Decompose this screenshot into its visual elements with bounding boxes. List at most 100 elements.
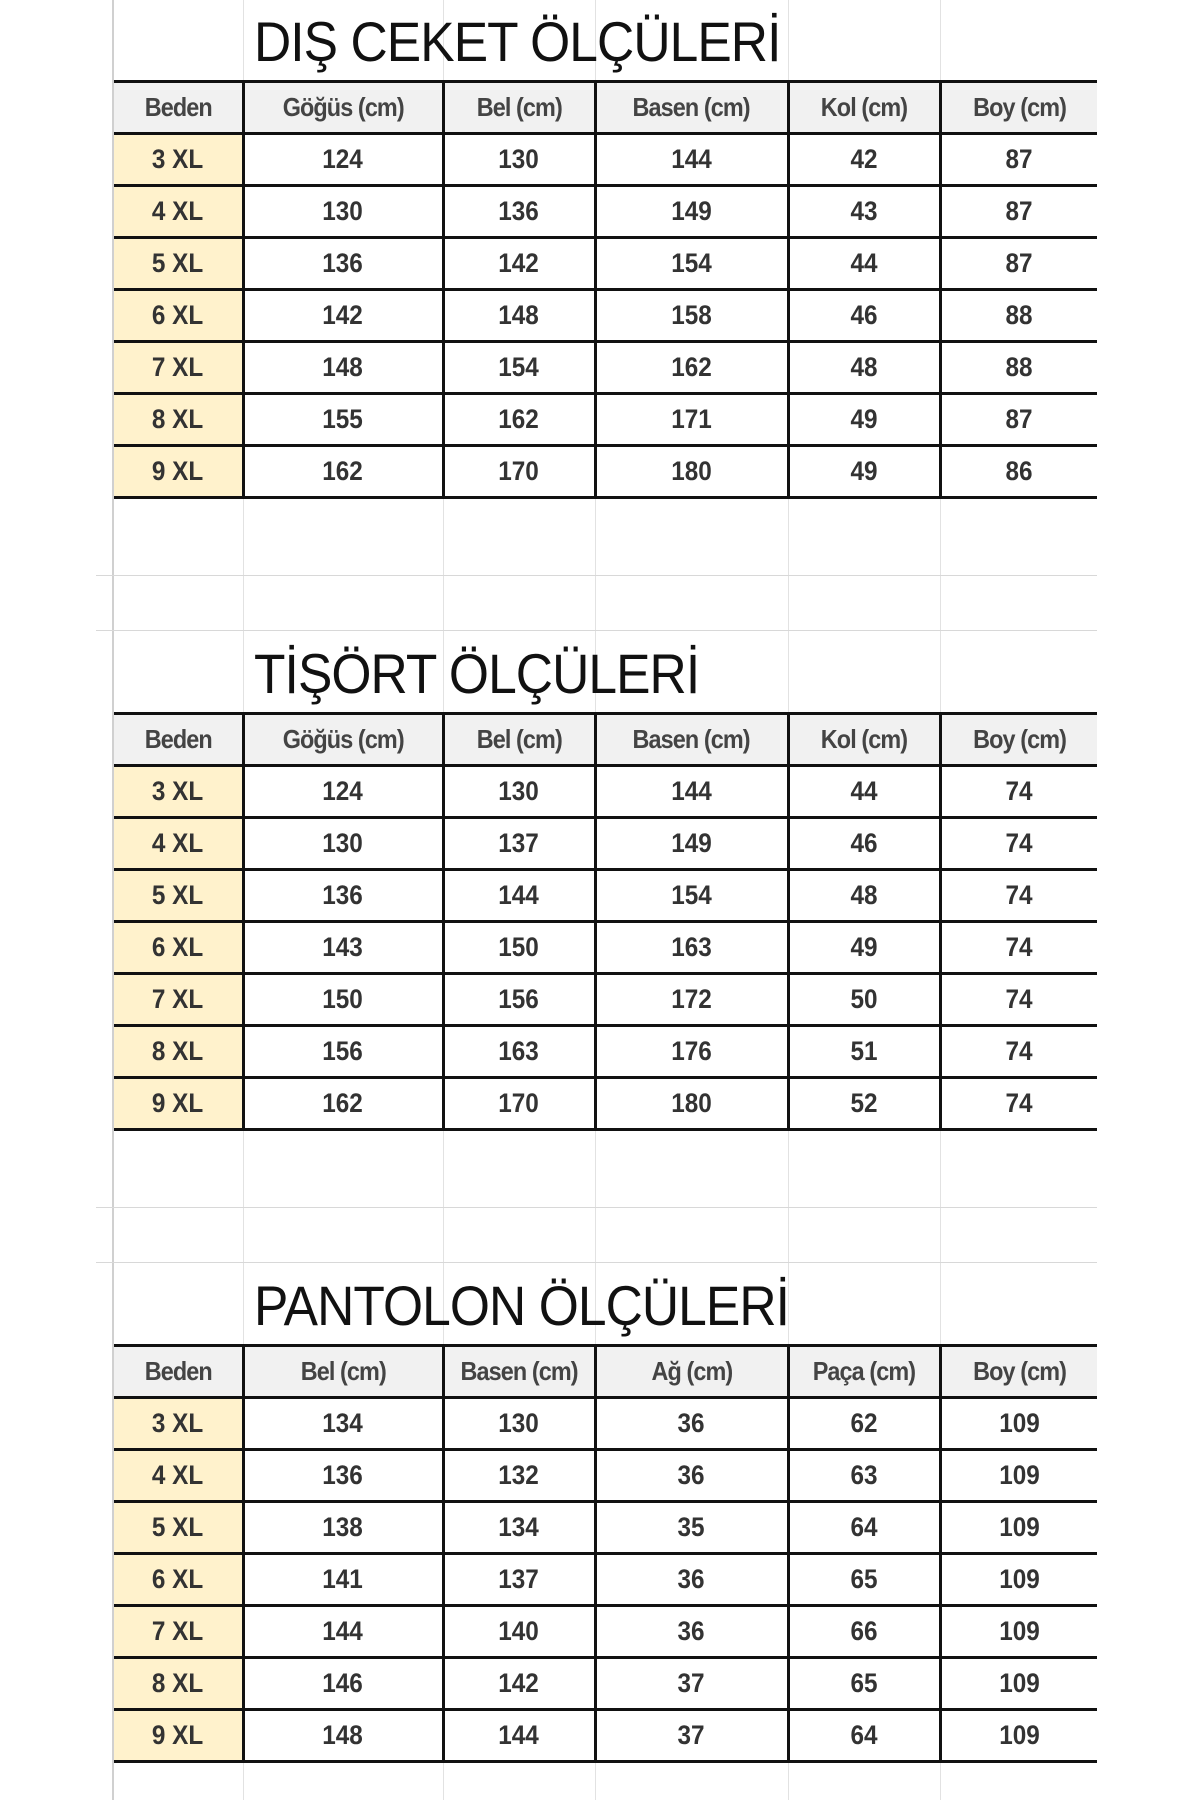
column-header[interactable]: Bel (cm) (441, 712, 597, 767)
measurement-cell[interactable]: 49 (786, 920, 942, 975)
measurement-cell[interactable]: 142 (241, 288, 445, 343)
size-cell[interactable]: 5 XL (114, 236, 245, 291)
measurement-cell[interactable]: 136 (441, 184, 597, 239)
measurement-cell[interactable]: 148 (441, 288, 597, 343)
measurement-cell[interactable]: 124 (241, 764, 445, 819)
size-cell[interactable]: 5 XL (114, 868, 245, 923)
size-cell[interactable]: 4 XL (114, 184, 245, 239)
measurement-cell[interactable]: 149 (593, 184, 790, 239)
measurement-cell[interactable]: 136 (241, 868, 445, 923)
measurement-cell[interactable]: 137 (441, 1552, 597, 1607)
measurement-cell[interactable]: 146 (241, 1656, 445, 1711)
measurement-cell[interactable]: 155 (241, 392, 445, 447)
measurement-cell[interactable]: 171 (593, 392, 790, 447)
measurement-cell[interactable]: 65 (786, 1552, 942, 1607)
measurement-cell[interactable]: 154 (441, 340, 597, 395)
measurement-cell[interactable]: 44 (786, 764, 942, 819)
measurement-cell[interactable]: 134 (441, 1500, 597, 1555)
measurement-cell[interactable]: 66 (786, 1604, 942, 1659)
measurement-cell[interactable]: 162 (241, 1076, 445, 1131)
measurement-cell[interactable]: 51 (786, 1024, 942, 1079)
measurement-cell[interactable]: 74 (938, 816, 1097, 871)
column-header[interactable]: Kol (cm) (786, 80, 942, 135)
size-cell[interactable]: 6 XL (114, 920, 245, 975)
column-header[interactable]: Göğüs (cm) (241, 712, 445, 767)
measurement-cell[interactable]: 37 (593, 1656, 790, 1711)
measurement-cell[interactable]: 130 (241, 816, 445, 871)
size-cell[interactable]: 4 XL (114, 816, 245, 871)
measurement-cell[interactable]: 109 (938, 1604, 1097, 1659)
measurement-cell[interactable]: 144 (441, 868, 597, 923)
measurement-cell[interactable]: 36 (593, 1396, 790, 1451)
measurement-cell[interactable]: 49 (786, 444, 942, 499)
size-cell[interactable]: 9 XL (114, 444, 245, 499)
measurement-cell[interactable]: 138 (241, 1500, 445, 1555)
measurement-cell[interactable]: 35 (593, 1500, 790, 1555)
column-header[interactable]: Boy (cm) (938, 80, 1097, 135)
measurement-cell[interactable]: 142 (441, 236, 597, 291)
measurement-cell[interactable]: 130 (441, 764, 597, 819)
size-cell[interactable]: 5 XL (114, 1500, 245, 1555)
measurement-cell[interactable]: 52 (786, 1076, 942, 1131)
measurement-cell[interactable]: 36 (593, 1552, 790, 1607)
measurement-cell[interactable]: 137 (441, 816, 597, 871)
measurement-cell[interactable]: 148 (241, 340, 445, 395)
column-header[interactable]: Beden (114, 80, 245, 135)
column-header[interactable]: Kol (cm) (786, 712, 942, 767)
size-cell[interactable]: 9 XL (114, 1708, 245, 1763)
measurement-cell[interactable]: 144 (593, 132, 790, 187)
size-cell[interactable]: 3 XL (114, 132, 245, 187)
measurement-cell[interactable]: 172 (593, 972, 790, 1027)
measurement-cell[interactable]: 37 (593, 1708, 790, 1763)
measurement-cell[interactable]: 46 (786, 288, 942, 343)
column-header[interactable]: Bel (cm) (241, 1344, 445, 1399)
measurement-cell[interactable]: 63 (786, 1448, 942, 1503)
measurement-cell[interactable]: 162 (241, 444, 445, 499)
size-cell[interactable]: 7 XL (114, 1604, 245, 1659)
measurement-cell[interactable]: 36 (593, 1448, 790, 1503)
measurement-cell[interactable]: 136 (241, 236, 445, 291)
measurement-cell[interactable]: 180 (593, 1076, 790, 1131)
measurement-cell[interactable]: 158 (593, 288, 790, 343)
measurement-cell[interactable]: 48 (786, 868, 942, 923)
measurement-cell[interactable]: 36 (593, 1604, 790, 1659)
measurement-cell[interactable]: 140 (441, 1604, 597, 1659)
size-cell[interactable]: 8 XL (114, 392, 245, 447)
column-header[interactable]: Boy (cm) (938, 1344, 1097, 1399)
measurement-cell[interactable]: 149 (593, 816, 790, 871)
size-cell[interactable]: 4 XL (114, 1448, 245, 1503)
size-cell[interactable]: 6 XL (114, 288, 245, 343)
measurement-cell[interactable]: 180 (593, 444, 790, 499)
measurement-cell[interactable]: 132 (441, 1448, 597, 1503)
size-cell[interactable]: 3 XL (114, 764, 245, 819)
measurement-cell[interactable]: 43 (786, 184, 942, 239)
measurement-cell[interactable]: 109 (938, 1552, 1097, 1607)
measurement-cell[interactable]: 74 (938, 920, 1097, 975)
measurement-cell[interactable]: 144 (441, 1708, 597, 1763)
measurement-cell[interactable]: 109 (938, 1500, 1097, 1555)
measurement-cell[interactable]: 170 (441, 444, 597, 499)
measurement-cell[interactable]: 74 (938, 972, 1097, 1027)
measurement-cell[interactable]: 50 (786, 972, 942, 1027)
measurement-cell[interactable]: 130 (441, 132, 597, 187)
measurement-cell[interactable]: 154 (593, 236, 790, 291)
measurement-cell[interactable]: 144 (593, 764, 790, 819)
measurement-cell[interactable]: 88 (938, 288, 1097, 343)
measurement-cell[interactable]: 74 (938, 868, 1097, 923)
size-cell[interactable]: 6 XL (114, 1552, 245, 1607)
measurement-cell[interactable]: 109 (938, 1448, 1097, 1503)
measurement-cell[interactable]: 143 (241, 920, 445, 975)
measurement-cell[interactable]: 109 (938, 1656, 1097, 1711)
measurement-cell[interactable]: 141 (241, 1552, 445, 1607)
measurement-cell[interactable]: 162 (441, 392, 597, 447)
measurement-cell[interactable]: 65 (786, 1656, 942, 1711)
column-header[interactable]: Ağ (cm) (593, 1344, 790, 1399)
measurement-cell[interactable]: 64 (786, 1708, 942, 1763)
measurement-cell[interactable]: 124 (241, 132, 445, 187)
measurement-cell[interactable]: 109 (938, 1396, 1097, 1451)
measurement-cell[interactable]: 150 (441, 920, 597, 975)
measurement-cell[interactable]: 109 (938, 1708, 1097, 1763)
measurement-cell[interactable]: 87 (938, 184, 1097, 239)
size-cell[interactable]: 3 XL (114, 1396, 245, 1451)
column-header[interactable]: Boy (cm) (938, 712, 1097, 767)
